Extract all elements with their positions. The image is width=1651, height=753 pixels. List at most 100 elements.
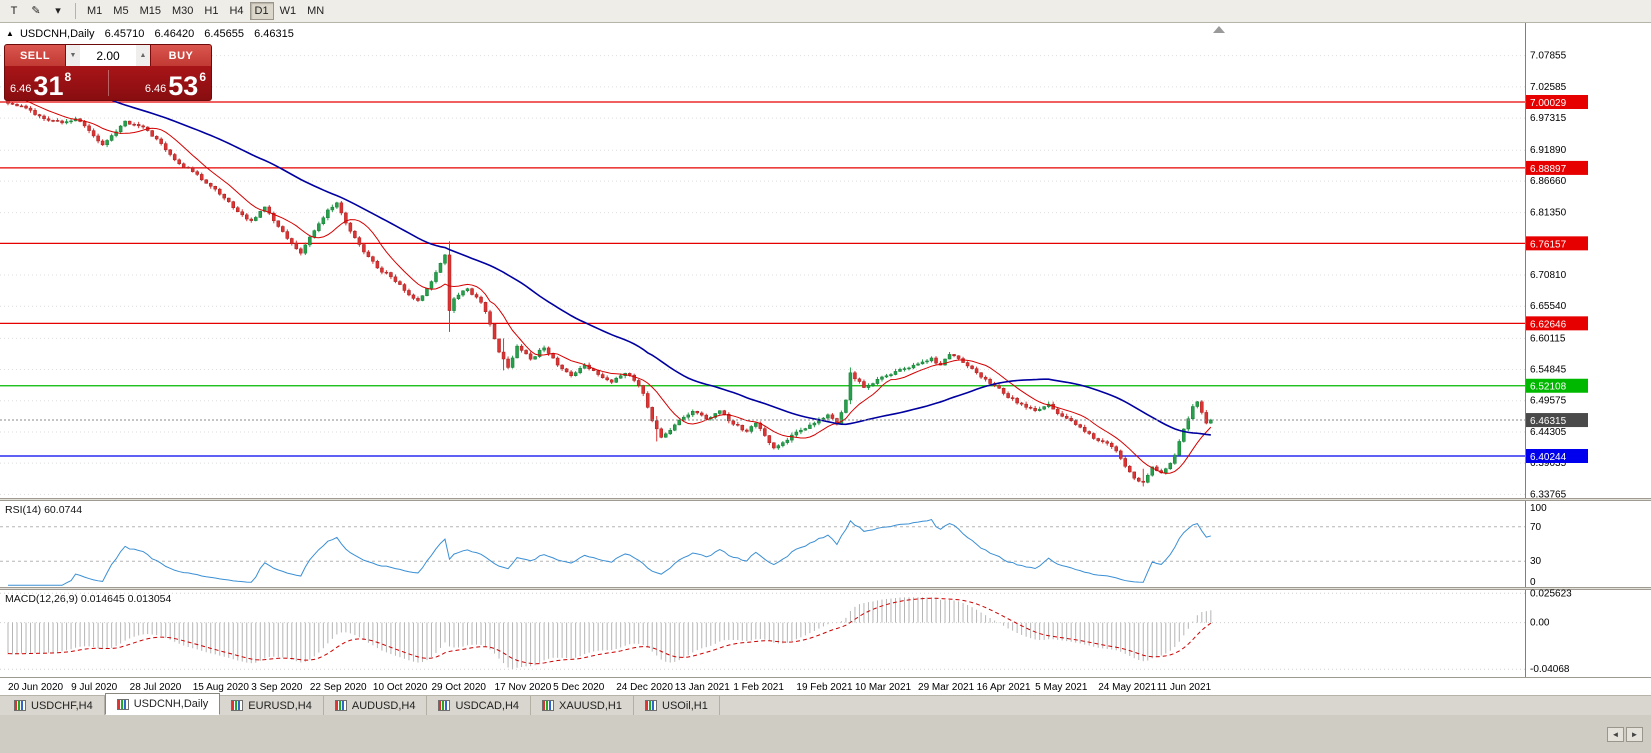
- chart-symbol-period: USDCNH,Daily: [19, 28, 95, 40]
- svg-text:10 Oct 2020: 10 Oct 2020: [373, 682, 428, 693]
- timeframe-m30[interactable]: M30: [167, 2, 198, 20]
- timeframe-h4[interactable]: H4: [224, 2, 248, 20]
- chart-tab-label: USDCHF,H4: [31, 699, 93, 712]
- svg-text:6.65540: 6.65540: [1530, 301, 1567, 312]
- svg-text:29 Oct 2020: 29 Oct 2020: [431, 682, 486, 693]
- chart-icon: [438, 700, 451, 711]
- chart-tab-usdchf-h4[interactable]: USDCHF,H4: [3, 696, 105, 715]
- chart-shift-marker-icon: [1213, 26, 1225, 33]
- sell-button[interactable]: SELL: [5, 45, 65, 66]
- price-divider: [107, 70, 109, 96]
- svg-text:6.60115: 6.60115: [1530, 333, 1566, 344]
- svg-text:19 Feb 2021: 19 Feb 2021: [796, 682, 853, 693]
- volume-input[interactable]: [80, 45, 136, 66]
- ohlc-open: 6.45710: [104, 28, 145, 40]
- chart-tab-usdcnh-daily[interactable]: USDCNH,Daily: [104, 693, 221, 715]
- trade-panel-top-row: SELL ▼ ▲ BUY: [5, 45, 211, 66]
- timeframe-m5[interactable]: M5: [108, 2, 133, 20]
- tabs-scroll-left-button[interactable]: ◄: [1607, 727, 1624, 742]
- svg-text:11 Jun 2021: 11 Jun 2021: [1157, 682, 1212, 693]
- sell-price-pip: 8: [64, 70, 72, 84]
- svg-text:24 Dec 2020: 24 Dec 2020: [616, 682, 673, 693]
- svg-text:7.07855: 7.07855: [1530, 51, 1567, 62]
- tabs-scroll-right-button[interactable]: ►: [1626, 727, 1643, 742]
- ma-fast-line: [7, 91, 1212, 474]
- sell-price[interactable]: 6.46 31 8: [5, 66, 108, 100]
- rsi-pane: RSI(14) 60.0744: [0, 504, 1525, 586]
- svg-text:3 Sep 2020: 3 Sep 2020: [251, 682, 303, 693]
- svg-text:6.88897: 6.88897: [1530, 164, 1567, 175]
- chart-canvas[interactable]: RSI(14) 60.0744 MACD(12,26,9) 0.014645 0.…: [0, 23, 1651, 695]
- chart-icon: [231, 700, 244, 711]
- svg-text:20 Jun 2020: 20 Jun 2020: [8, 682, 63, 693]
- tool-dropdown-icon[interactable]: ▾: [47, 2, 69, 20]
- svg-text:6.46315: 6.46315: [1530, 416, 1567, 427]
- timeframe-m1[interactable]: M1: [82, 2, 107, 20]
- chart-tab-label: USOil,H1: [662, 699, 708, 712]
- chart-tab-eurusd-h4[interactable]: EURUSD,H4: [220, 696, 324, 715]
- timeframe-mn[interactable]: MN: [302, 2, 329, 20]
- svg-text:6.76157: 6.76157: [1530, 239, 1567, 250]
- svg-text:MACD(12,26,9) 0.014645 0.01305: MACD(12,26,9) 0.014645 0.013054: [5, 593, 172, 605]
- timeframe-m15[interactable]: M15: [135, 2, 166, 20]
- rsi-line: [8, 518, 1211, 586]
- timeframe-w1[interactable]: W1: [275, 2, 302, 20]
- chart-icon: [542, 700, 555, 711]
- volume-decrease-button[interactable]: ▼: [66, 45, 80, 66]
- svg-text:6.97315: 6.97315: [1530, 113, 1567, 124]
- svg-text:6.49575: 6.49575: [1530, 396, 1567, 407]
- svg-text:7.02585: 7.02585: [1530, 82, 1567, 93]
- chart-icon: [645, 700, 657, 711]
- ohlc-close: 6.46315: [254, 28, 294, 40]
- svg-text:30: 30: [1530, 556, 1542, 567]
- svg-text:6.33765: 6.33765: [1530, 489, 1567, 500]
- buy-price-big: 53: [168, 70, 199, 101]
- chart-marker-icon: ▲: [6, 29, 14, 38]
- chart-tab-audusd-h4[interactable]: AUDUSD,H4: [324, 696, 428, 715]
- buy-price-pip: 6: [199, 70, 206, 84]
- chart-icon: [14, 700, 26, 711]
- macd-pane: MACD(12,26,9) 0.014645 0.013054: [0, 592, 1525, 670]
- candles: [6, 100, 1213, 487]
- draw-tool-icon[interactable]: ✎: [25, 2, 47, 20]
- svg-text:6.54845: 6.54845: [1530, 365, 1567, 376]
- timeframe-h1[interactable]: H1: [199, 2, 223, 20]
- buy-price-prefix: 6.46: [144, 83, 167, 95]
- svg-text:24 May 2021: 24 May 2021: [1098, 682, 1156, 693]
- toolbar-tools: T ✎ ▾: [3, 2, 69, 20]
- volume-control: ▼ ▲: [65, 45, 151, 66]
- svg-text:10 Mar 2021: 10 Mar 2021: [855, 682, 912, 693]
- chart-icon: [334, 700, 347, 711]
- pointer-tool-icon[interactable]: T: [3, 2, 25, 20]
- svg-text:RSI(14) 60.0744: RSI(14) 60.0744: [5, 504, 82, 516]
- svg-text:6.81350: 6.81350: [1530, 208, 1567, 219]
- svg-text:-0.04068: -0.04068: [1530, 664, 1570, 675]
- chart-region: RSI(14) 60.0744 MACD(12,26,9) 0.014645 0.…: [0, 23, 1651, 695]
- timeframe-d1[interactable]: D1: [249, 2, 274, 20]
- svg-text:15 Aug 2020: 15 Aug 2020: [193, 682, 250, 693]
- chart-tabs-bar: USDCHF,H4 USDCNH,Daily EURUSD,H4 AUDUSD,H4 U…: [0, 693, 1651, 715]
- svg-text:5 May 2021: 5 May 2021: [1035, 682, 1088, 693]
- svg-text:7.00029: 7.00029: [1530, 98, 1567, 109]
- ohlc-low: 6.45655: [204, 28, 245, 40]
- svg-text:5 Dec 2020: 5 Dec 2020: [553, 682, 605, 693]
- chart-tab-usoil-h1[interactable]: USOil,H1: [634, 696, 720, 715]
- buy-button[interactable]: BUY: [151, 45, 211, 66]
- svg-text:70: 70: [1530, 522, 1542, 533]
- buy-price[interactable]: 6.46 53 6: [109, 66, 212, 100]
- svg-text:6.52108: 6.52108: [1530, 382, 1567, 393]
- svg-text:9 Jul 2020: 9 Jul 2020: [71, 682, 118, 693]
- macd-signal-line: [7, 597, 1212, 665]
- chart-tab-label: USDCNH,Daily: [133, 698, 209, 710]
- timeframe-buttons: M1 M5 M15 M30 H1 H4 D1 W1 MN: [82, 2, 329, 20]
- chart-tab-xauusd-h1[interactable]: XAUUSD,H1: [531, 696, 634, 715]
- volume-increase-button[interactable]: ▲: [136, 45, 150, 66]
- svg-text:6.62646: 6.62646: [1530, 319, 1567, 330]
- chart-tab-usdcad-h4[interactable]: USDCAD,H4: [427, 696, 532, 715]
- svg-text:0: 0: [1530, 577, 1536, 588]
- price-tags: 7.00029 6.88897 6.76157 6.62646 6.52108 6.402…: [1526, 94, 1588, 463]
- svg-text:16 Apr 2021: 16 Apr 2021: [977, 682, 1031, 693]
- chart-tab-label: AUDUSD,H4: [351, 699, 416, 712]
- ma-slow-line: [7, 47, 1211, 436]
- svg-text:6.44305: 6.44305: [1530, 427, 1567, 438]
